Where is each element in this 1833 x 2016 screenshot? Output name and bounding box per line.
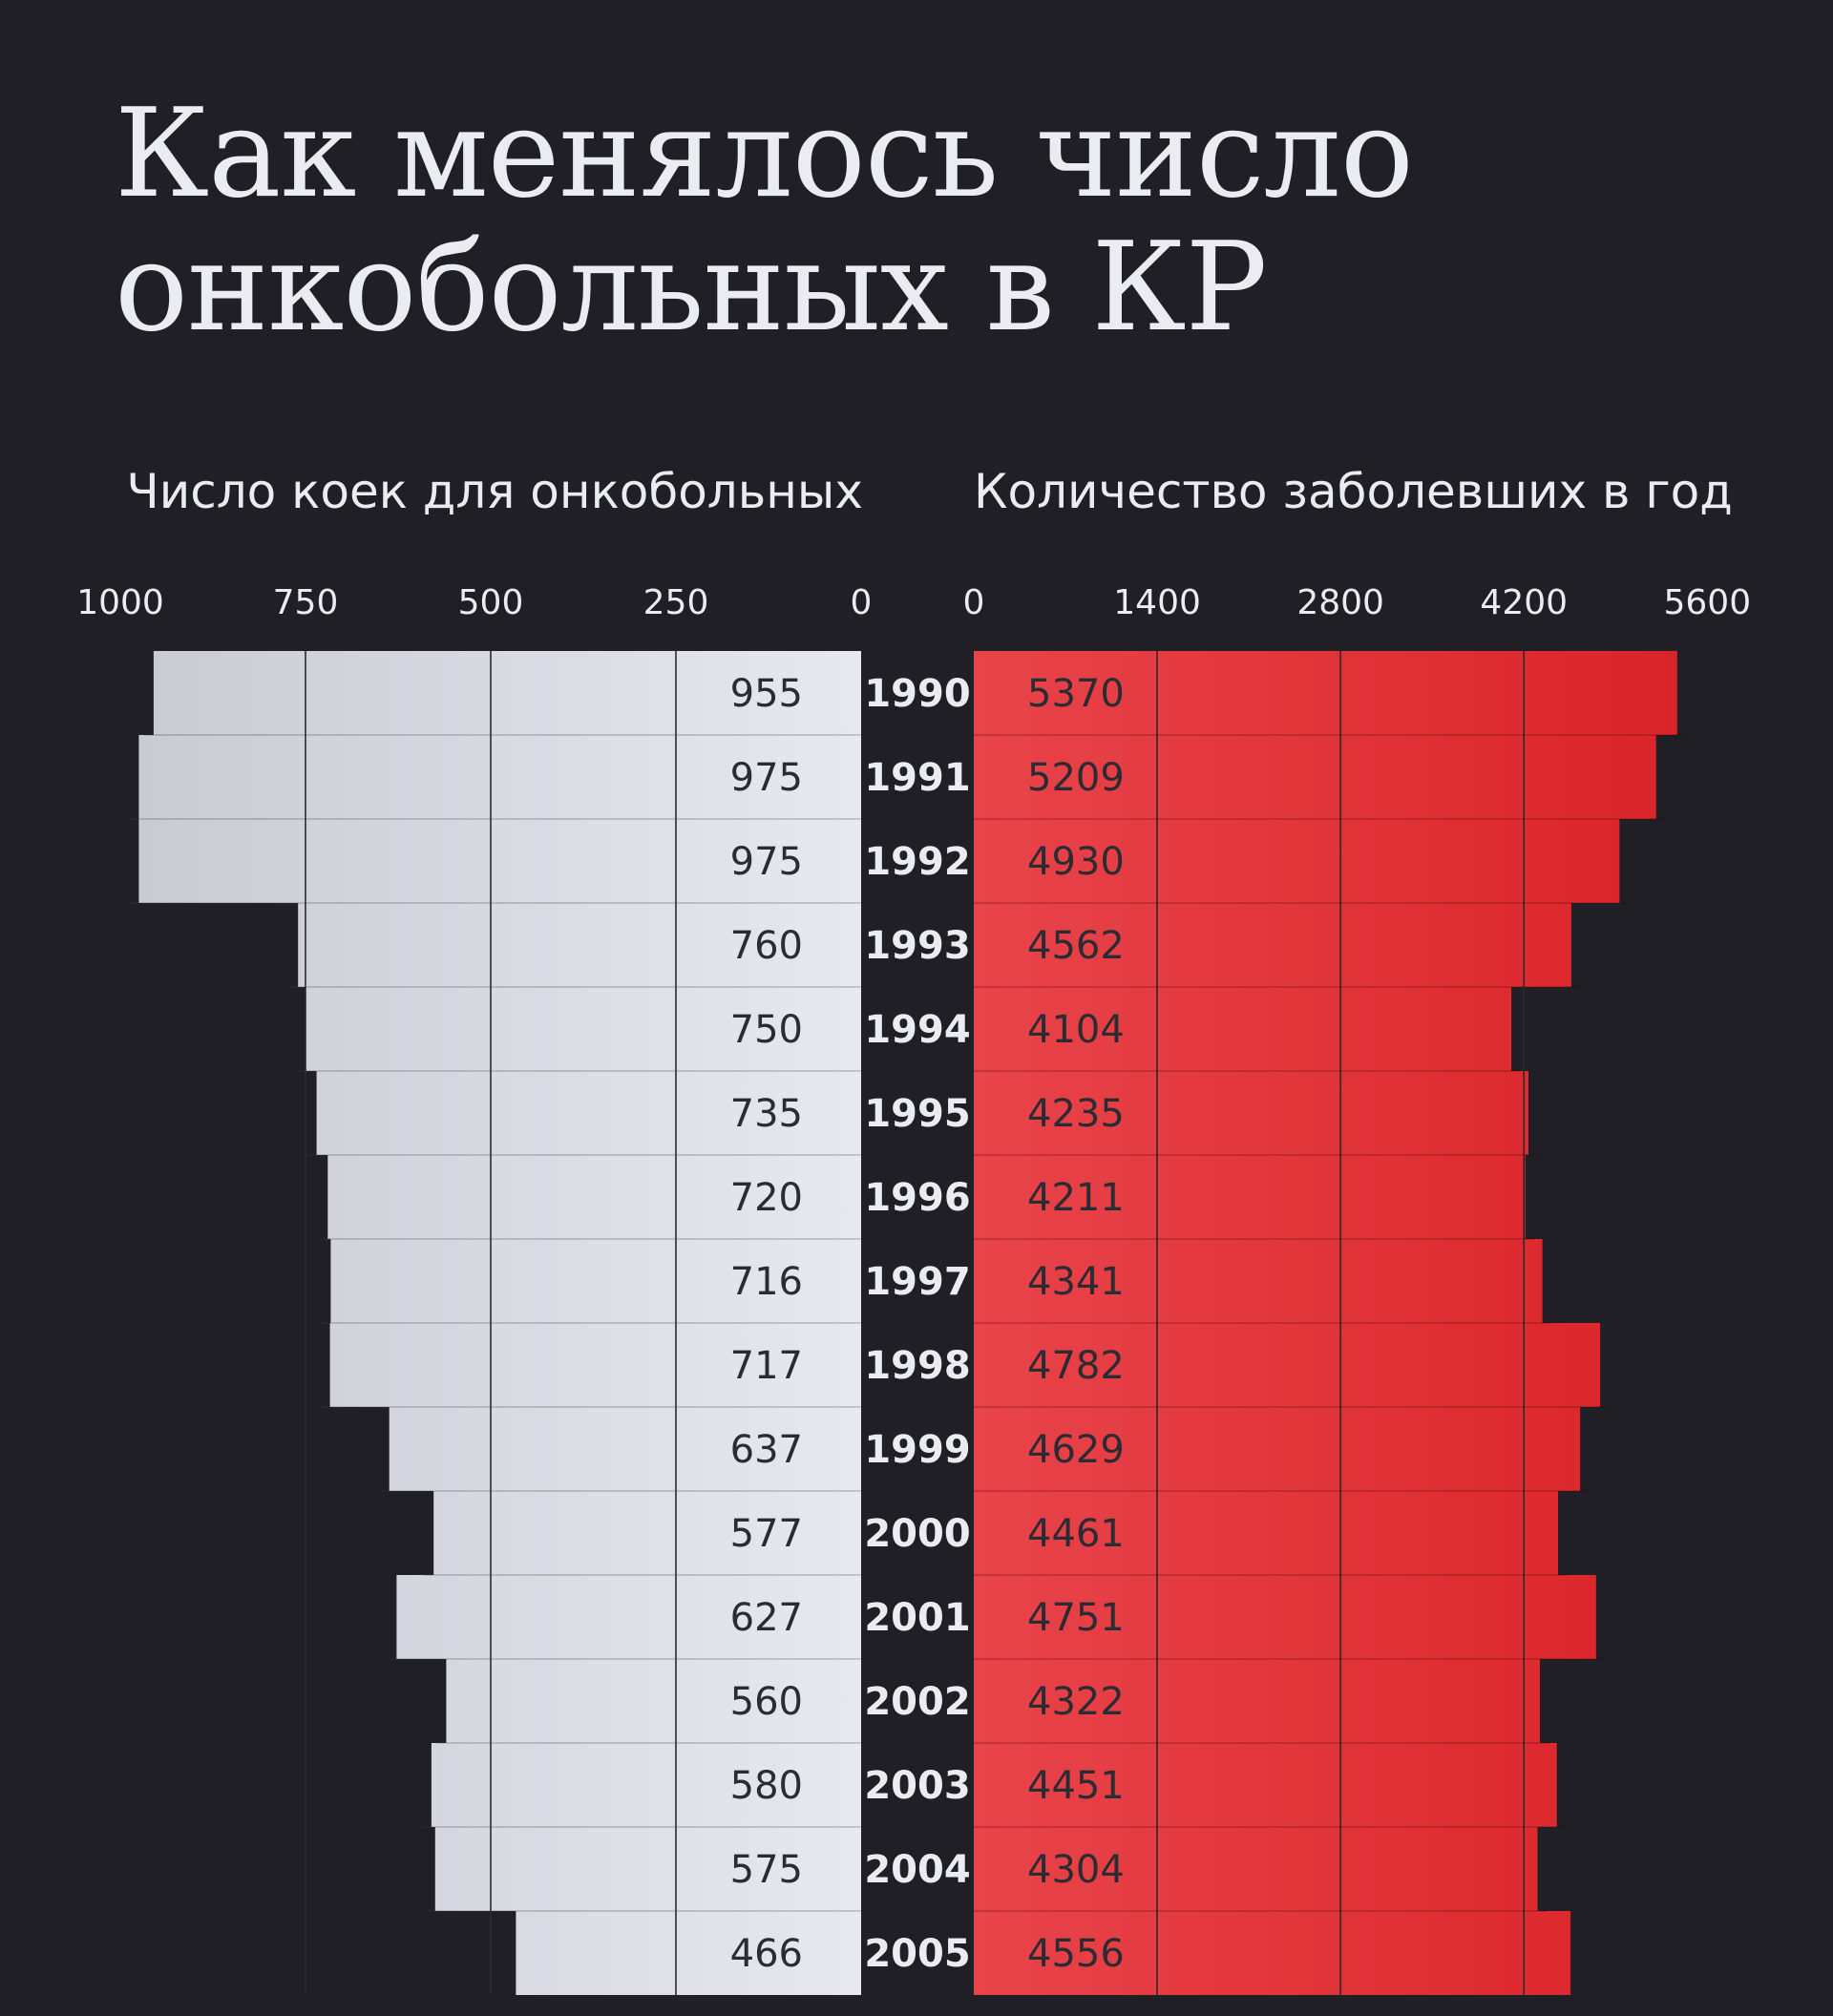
cases-value-label: 4930 xyxy=(1027,840,1125,884)
gridlines xyxy=(129,651,1687,1995)
cases-value-label: 5209 xyxy=(1027,756,1125,800)
cases-tick-label: 1400 xyxy=(1113,583,1201,622)
cases-value-label: 4629 xyxy=(1027,1428,1125,1472)
page-title: Как менялось число онкобольных в КР xyxy=(115,88,1738,355)
cases-value-label: 4341 xyxy=(1027,1260,1125,1304)
beds-tick-label: 250 xyxy=(643,583,709,622)
title-line-2: онкобольных в КР xyxy=(115,217,1268,359)
beds-value-label: 955 xyxy=(730,672,803,716)
beds-value-label: 575 xyxy=(730,1848,803,1892)
year-label: 1991 xyxy=(864,756,970,800)
year-label: 2003 xyxy=(864,1764,970,1808)
beds-tick-label: 0 xyxy=(851,583,873,622)
year-label: 2002 xyxy=(864,1680,970,1724)
cases-value-label: 4461 xyxy=(1027,1512,1125,1556)
axis-ticks: 1000 750 500 250 0 0 1400 2800 4200 5600 xyxy=(76,583,1751,622)
year-label: 1995 xyxy=(864,1092,970,1136)
beds-tick-label: 500 xyxy=(458,583,524,622)
cases-tick-label: 2800 xyxy=(1296,583,1384,622)
beds-tick-label: 1000 xyxy=(76,583,164,622)
cases-value-label: 4211 xyxy=(1027,1176,1125,1220)
data-labels: 1990 955 5370 1991 975 5209 1992 975 4930 1993 760… xyxy=(730,672,1125,1976)
cases-value-label: 4556 xyxy=(1027,1932,1125,1976)
cases-value-label: 4235 xyxy=(1027,1092,1125,1136)
beds-value-label: 975 xyxy=(730,756,803,800)
year-label: 2005 xyxy=(864,1932,970,1976)
year-label: 1999 xyxy=(864,1428,970,1472)
year-label: 1998 xyxy=(864,1344,970,1388)
year-label: 1993 xyxy=(864,924,970,968)
beds-value-label: 560 xyxy=(730,1680,803,1724)
beds-value-label: 466 xyxy=(730,1932,803,1976)
cases-tick-label: 0 xyxy=(963,583,985,622)
beds-value-label: 716 xyxy=(730,1260,803,1304)
beds-value-label: 735 xyxy=(730,1092,803,1136)
beds-chart-title: Число коек для онкобольных xyxy=(126,464,863,519)
beds-value-label: 750 xyxy=(730,1008,803,1052)
beds-value-label: 975 xyxy=(730,840,803,884)
cases-value-label: 4322 xyxy=(1027,1680,1125,1724)
year-label: 2004 xyxy=(864,1848,970,1892)
beds-value-label: 577 xyxy=(730,1512,803,1556)
beds-value-label: 760 xyxy=(730,924,803,968)
cases-value-label: 4304 xyxy=(1027,1848,1125,1892)
year-label: 1994 xyxy=(864,1008,970,1052)
cases-value-label: 4751 xyxy=(1027,1596,1125,1640)
beds-value-label: 717 xyxy=(730,1344,803,1388)
year-label: 2000 xyxy=(864,1512,970,1556)
cases-value-label: 4562 xyxy=(1027,924,1125,968)
beds-value-label: 580 xyxy=(730,1764,803,1808)
year-label: 1992 xyxy=(864,840,970,884)
cases-value-label: 5370 xyxy=(1027,672,1125,716)
cases-tick-label: 4200 xyxy=(1480,583,1568,622)
cases-value-label: 4451 xyxy=(1027,1764,1125,1808)
year-label: 1996 xyxy=(864,1176,970,1220)
beds-tick-label: 750 xyxy=(273,583,339,622)
title-line-1: Как менялось число xyxy=(115,83,1414,225)
cases-tick-label: 5600 xyxy=(1664,583,1752,622)
beds-value-label: 720 xyxy=(730,1176,803,1220)
year-label: 2001 xyxy=(864,1596,970,1640)
year-label: 1990 xyxy=(864,672,970,716)
year-label: 1997 xyxy=(864,1260,970,1304)
beds-value-label: 637 xyxy=(730,1428,803,1472)
cases-value-label: 4782 xyxy=(1027,1344,1125,1388)
cases-chart-title: Количество заболевших в год xyxy=(974,464,1733,519)
beds-value-label: 627 xyxy=(730,1596,803,1640)
cases-value-label: 4104 xyxy=(1027,1008,1125,1052)
